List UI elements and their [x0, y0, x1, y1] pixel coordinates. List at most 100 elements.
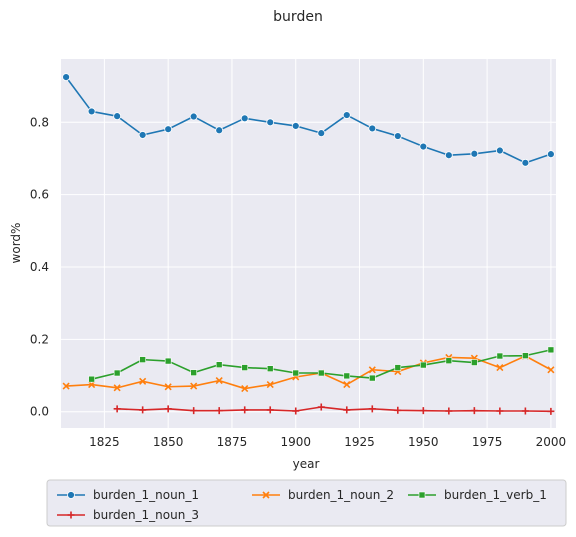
data-point	[190, 407, 198, 415]
data-point	[266, 365, 274, 372]
data-point	[215, 407, 223, 415]
data-point	[138, 131, 147, 139]
data-point	[393, 132, 402, 140]
data-point	[139, 356, 146, 363]
data-point	[521, 158, 530, 167]
data-point	[495, 146, 504, 155]
data-point	[394, 406, 402, 414]
data-point	[445, 357, 453, 365]
data-point	[215, 361, 223, 368]
data-point	[547, 407, 555, 415]
legend-label: burden_1_verb_1	[444, 488, 547, 502]
data-point	[471, 359, 478, 366]
legend: burden_1_noun_1 burden_1_noun_2 burden_1_v…	[46, 479, 567, 527]
data-point	[266, 118, 275, 127]
y-tick-label: 0.4	[30, 260, 49, 274]
data-point	[87, 107, 96, 116]
data-point	[445, 407, 453, 415]
data-point	[241, 364, 249, 371]
data-point	[444, 151, 453, 160]
x-tick-label: 1825	[89, 435, 120, 449]
series-line	[65, 76, 552, 164]
data-point	[292, 369, 300, 377]
data-point	[241, 385, 249, 393]
data-point	[215, 377, 223, 385]
y-tick-label: 0.6	[30, 188, 49, 202]
x-tick-label: 1875	[217, 435, 248, 449]
data-point	[343, 381, 351, 389]
data-point	[420, 361, 427, 369]
data-point	[368, 124, 377, 133]
y-tick-label: 0.0	[30, 405, 49, 419]
data-point	[113, 384, 121, 392]
legend-label: burden_1_noun_2	[288, 488, 394, 502]
data-point	[139, 377, 147, 385]
data-point	[547, 366, 555, 374]
data-point	[470, 407, 478, 415]
data-point	[164, 357, 172, 365]
data-point	[62, 382, 70, 390]
series-line	[66, 355, 552, 390]
data-point	[190, 382, 198, 390]
data-point	[317, 369, 325, 377]
data-point	[190, 369, 197, 376]
data-point	[164, 383, 172, 391]
x-tick-label: 1850	[153, 435, 184, 449]
data-point	[419, 407, 427, 415]
y-axis-label: word%	[9, 223, 23, 264]
grid	[61, 59, 556, 428]
x-tick-label: 1975	[472, 435, 503, 449]
y-tick-labels: 0.0 0.2 0.4 0.6 0.8	[30, 115, 49, 418]
data-point	[368, 366, 376, 374]
data-point	[342, 111, 351, 119]
data-point	[317, 129, 326, 138]
data-point	[546, 150, 555, 159]
data-point	[547, 346, 555, 354]
series-line	[117, 406, 551, 413]
x-tick-labels: 1825 1850 1875 1900 1925 1950 1975 2000	[89, 435, 566, 449]
data-point	[368, 374, 376, 382]
series-burden_1_noun_3	[113, 403, 555, 415]
data-point	[164, 405, 172, 413]
data-point	[215, 126, 224, 135]
legend-item: burden_1_noun_1	[57, 488, 199, 502]
data-point	[496, 352, 504, 360]
data-point	[343, 372, 351, 380]
legend-item: burden_1_verb_1	[408, 488, 547, 502]
data-point	[113, 405, 121, 413]
data-point	[241, 406, 249, 414]
series-burden_1_noun_1	[62, 73, 555, 167]
data-point	[343, 406, 351, 414]
data-point	[88, 375, 95, 383]
data-point	[521, 407, 529, 415]
data-point	[522, 352, 529, 359]
data-point	[113, 369, 121, 377]
data-point	[139, 406, 147, 414]
data-point	[88, 381, 96, 389]
x-tick-label: 2000	[536, 435, 567, 449]
y-tick-label: 0.2	[30, 332, 49, 346]
data-point	[496, 407, 504, 415]
legend-marker	[67, 491, 75, 499]
data-point	[291, 122, 300, 130]
data-point	[266, 406, 274, 414]
data-point	[62, 73, 71, 81]
x-tick-label: 1950	[408, 435, 439, 449]
legend-marker	[418, 491, 426, 499]
chart-title: burden	[273, 9, 323, 25]
legend-marker	[262, 491, 270, 499]
x-tick-label: 1900	[280, 435, 311, 449]
data-point	[419, 142, 428, 151]
legend-item: burden_1_noun_3	[57, 508, 199, 522]
data-point	[496, 364, 504, 372]
plot-area	[61, 59, 556, 428]
data-point	[292, 407, 300, 415]
data-point	[240, 114, 249, 123]
legend-item: burden_1_noun_2	[252, 488, 394, 502]
data-point	[394, 364, 402, 371]
series-layer	[62, 73, 555, 415]
data-point	[470, 149, 479, 158]
data-point	[317, 403, 325, 411]
x-tick-label: 1925	[344, 435, 375, 449]
legend-label: burden_1_noun_1	[93, 488, 199, 502]
